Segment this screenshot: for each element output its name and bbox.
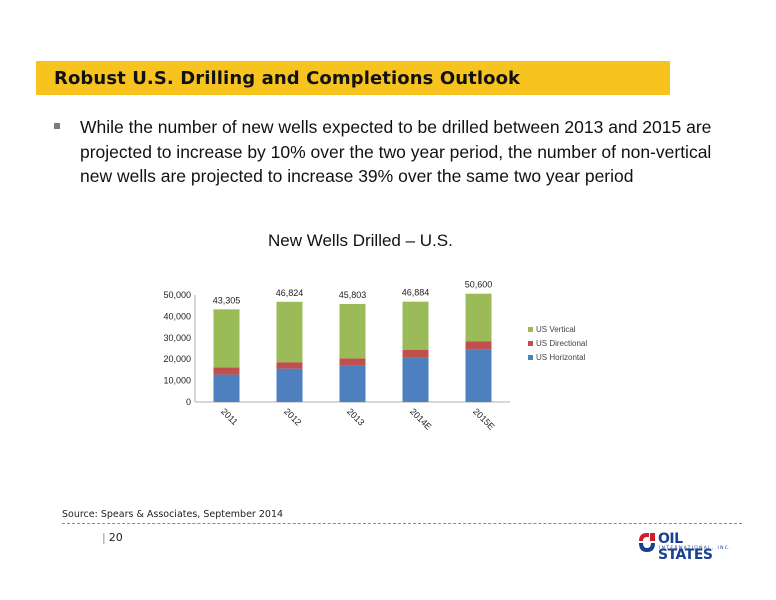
bar-total-label: 50,600 [465, 280, 493, 290]
bar-segment [276, 368, 303, 402]
bar-total-label: 46,824 [276, 288, 304, 298]
bar-chart: 0 10,000 20,000 30,000 40,000 50,000 43,305 201… [163, 280, 587, 432]
bar-segment [465, 349, 492, 402]
bar-total-label: 43,305 [213, 295, 241, 305]
title-bar: Robust U.S. Drilling and Completions Out… [36, 61, 670, 95]
bullet-text: While the number of new wells expected t… [80, 117, 712, 186]
page-number: | 20 [102, 531, 123, 544]
bar-segment [213, 309, 240, 368]
bar-total-label: 45,803 [339, 290, 367, 300]
logo-subtext: INTERNATIONAL, INC. [659, 546, 732, 551]
y-tick-label: 0 [186, 397, 191, 407]
bar-segment [339, 358, 366, 366]
bar-segment [402, 301, 429, 350]
oil-states-logo: OIL STATES INTERNATIONAL, INC. [636, 530, 731, 563]
page-number-value: 20 [108, 531, 123, 544]
page-separator: | [102, 531, 106, 544]
chart-title: New Wells Drilled – U.S. [268, 231, 453, 250]
source-note: Source: Spears & Associates, September 2… [62, 509, 284, 520]
logo-mark-icon [639, 533, 655, 552]
legend-swatch [528, 341, 533, 346]
slide-title: Robust U.S. Drilling and Completions Out… [54, 68, 521, 89]
bar-segment [276, 301, 303, 363]
legend-label: US Vertical [536, 325, 576, 334]
y-tick-label: 20,000 [163, 354, 191, 364]
bar-segment [402, 357, 429, 402]
footer-divider [62, 523, 742, 524]
bar-segment [213, 367, 240, 375]
logo-text: OIL STATES [658, 531, 713, 563]
bar-segment [339, 365, 366, 402]
bar-segment [465, 341, 492, 350]
y-tick-label: 30,000 [163, 333, 191, 343]
bar-total-label: 46,884 [402, 288, 430, 298]
x-tick-label: 2011 [219, 406, 240, 427]
x-tick-label: 2015E [471, 406, 496, 431]
legend-swatch [528, 355, 533, 360]
bar-segment [402, 349, 429, 358]
bullet-square-icon [54, 123, 60, 129]
legend-label: US Directional [536, 339, 587, 348]
y-tick-label: 50,000 [163, 290, 191, 300]
legend-swatch [528, 327, 533, 332]
x-tick-label: 2014E [408, 406, 433, 431]
x-tick-label: 2013 [345, 406, 366, 427]
y-tick-label: 10,000 [163, 376, 191, 386]
y-tick-label: 40,000 [163, 311, 191, 321]
x-tick-label: 2012 [282, 406, 303, 427]
bar-segment [339, 303, 366, 359]
legend-label: US Horizontal [536, 353, 586, 362]
bar-segment [276, 362, 303, 369]
bar-segment [213, 374, 240, 402]
bar-segment [465, 293, 492, 342]
